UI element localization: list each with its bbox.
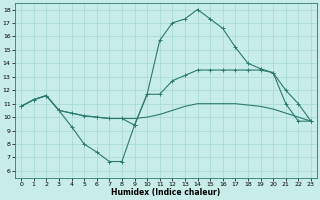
X-axis label: Humidex (Indice chaleur): Humidex (Indice chaleur) xyxy=(111,188,221,197)
